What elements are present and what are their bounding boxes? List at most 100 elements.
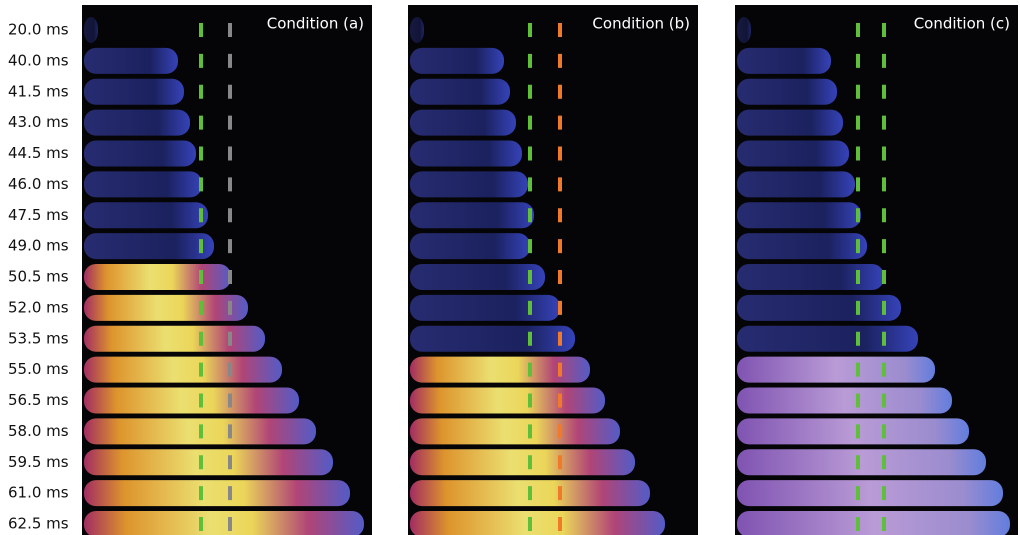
marker <box>528 54 532 68</box>
flame <box>84 171 202 197</box>
marker <box>199 116 203 130</box>
marker <box>558 517 562 531</box>
marker <box>882 455 886 469</box>
time-label: 49.0 ms <box>8 237 69 255</box>
flame <box>410 264 545 290</box>
flame <box>737 449 986 475</box>
time-label: 56.5 ms <box>8 391 69 409</box>
marker <box>882 85 886 99</box>
marker <box>199 23 203 37</box>
marker <box>228 239 232 253</box>
marker <box>528 208 532 222</box>
marker <box>882 177 886 191</box>
flame <box>84 48 178 74</box>
marker <box>882 116 886 130</box>
marker <box>228 116 232 130</box>
marker <box>856 394 860 408</box>
time-label: 43.0 ms <box>8 113 69 131</box>
marker <box>199 301 203 315</box>
marker <box>528 177 532 191</box>
marker <box>199 363 203 377</box>
time-label: 47.5 ms <box>8 206 69 224</box>
marker <box>528 424 532 438</box>
marker <box>558 270 562 284</box>
marker <box>199 147 203 161</box>
marker <box>882 363 886 377</box>
marker <box>558 147 562 161</box>
time-label: 46.0 ms <box>8 175 69 193</box>
marker <box>199 455 203 469</box>
marker <box>528 270 532 284</box>
marker <box>528 455 532 469</box>
time-label: 50.5 ms <box>8 268 69 286</box>
time-label: 62.5 ms <box>8 515 69 533</box>
photo-panel: Condition (b) <box>408 5 698 535</box>
marker <box>558 332 562 346</box>
marker <box>528 363 532 377</box>
flame <box>737 171 855 197</box>
flame <box>737 17 751 43</box>
marker <box>558 23 562 37</box>
flame <box>84 264 231 290</box>
marker <box>199 208 203 222</box>
time-label: 53.5 ms <box>8 329 69 347</box>
marker <box>558 394 562 408</box>
marker <box>856 455 860 469</box>
flame <box>410 48 504 74</box>
panel-title: Condition (b) <box>592 15 690 33</box>
marker <box>199 270 203 284</box>
marker <box>528 301 532 315</box>
flame <box>737 79 837 105</box>
marker <box>228 363 232 377</box>
flame <box>84 17 98 43</box>
marker <box>558 363 562 377</box>
time-label: 61.0 ms <box>8 484 69 502</box>
marker <box>882 208 886 222</box>
marker <box>856 116 860 130</box>
marker <box>558 486 562 500</box>
marker <box>558 301 562 315</box>
marker <box>856 486 860 500</box>
flame <box>410 449 635 475</box>
flame <box>84 79 184 105</box>
marker <box>856 147 860 161</box>
flame <box>737 511 1010 535</box>
marker <box>199 332 203 346</box>
marker <box>882 486 886 500</box>
flame <box>410 511 665 535</box>
marker <box>199 394 203 408</box>
marker <box>228 394 232 408</box>
marker <box>228 85 232 99</box>
flame <box>84 326 265 352</box>
flame <box>84 449 333 475</box>
marker <box>558 455 562 469</box>
time-label: 44.5 ms <box>8 144 69 162</box>
marker <box>856 332 860 346</box>
marker <box>228 301 232 315</box>
flame <box>410 326 575 352</box>
flame <box>410 388 605 414</box>
marker <box>856 424 860 438</box>
marker <box>882 239 886 253</box>
flame <box>84 141 196 167</box>
marker <box>199 517 203 531</box>
flame <box>84 388 299 414</box>
marker <box>528 116 532 130</box>
flame <box>410 233 530 259</box>
marker <box>558 116 562 130</box>
flame <box>737 202 861 228</box>
marker <box>228 270 232 284</box>
flame <box>737 295 901 321</box>
marker <box>856 363 860 377</box>
flame <box>410 17 424 43</box>
photo-panel: Condition (a) <box>82 5 372 535</box>
marker <box>228 208 232 222</box>
marker <box>228 486 232 500</box>
marker <box>882 54 886 68</box>
marker <box>882 394 886 408</box>
panel-title: Condition (a) <box>267 15 364 33</box>
flame <box>84 233 214 259</box>
marker <box>558 177 562 191</box>
marker <box>528 517 532 531</box>
marker <box>882 23 886 37</box>
